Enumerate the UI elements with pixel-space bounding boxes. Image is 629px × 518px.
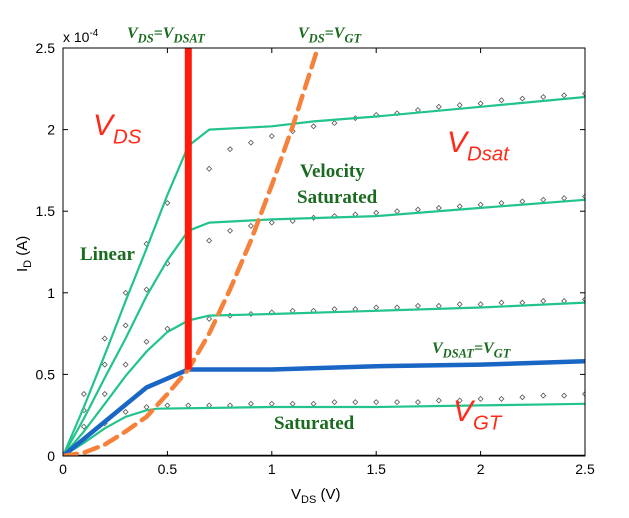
chart-annotations: VDS=VDSAT VDS=VGT VDS VDsat VGT VDSAT=VGT Line… <box>80 25 512 434</box>
measured-data-point <box>582 296 585 303</box>
measured-data-point <box>540 297 547 304</box>
measured-data-point <box>80 423 87 430</box>
measured-data-point <box>206 315 213 322</box>
measured-data-point <box>519 95 526 102</box>
measured-data-point <box>122 289 129 296</box>
measured-data-point <box>456 301 463 308</box>
measured-data-point <box>561 92 568 99</box>
plot-border <box>62 47 586 457</box>
annotation-saturated-2: Saturated <box>274 413 355 434</box>
y-multiplier: x 10-4 <box>63 28 99 45</box>
measured-data-point <box>206 237 213 244</box>
y-tick-label: 1 <box>47 285 55 301</box>
annotation-vds-top: VDS=VDSAT <box>127 25 206 46</box>
annotation-saturated-1: Saturated <box>297 187 378 208</box>
model-curve <box>63 301 585 456</box>
measured-data-point <box>435 397 442 404</box>
measured-data-point <box>101 335 108 342</box>
x-tick-label: 0 <box>59 461 67 477</box>
measured-data-point <box>227 227 234 234</box>
measured-data-point <box>373 399 380 406</box>
y-tick-label: 0 <box>47 448 55 464</box>
y-tick-label: 0.5 <box>36 366 56 382</box>
annotation-velocity: Velocity <box>300 161 365 182</box>
y-tick-label: 1.5 <box>36 203 56 219</box>
measured-data-point <box>101 361 108 368</box>
measured-data-point <box>498 97 505 104</box>
measured-data-point <box>414 399 421 406</box>
vds-equals-vgt-curve <box>63 48 320 456</box>
measured-data-point <box>268 133 275 140</box>
measured-data-point <box>561 392 568 399</box>
measured-data-point <box>122 322 129 329</box>
x-tick-label: 1 <box>268 461 276 477</box>
measured-data-point <box>394 399 401 406</box>
measured-data-point <box>519 394 526 401</box>
measured-data-point <box>540 93 547 100</box>
measured-data-point <box>227 146 234 153</box>
measured-data-point <box>122 408 129 415</box>
model-curve <box>63 198 585 456</box>
axis-tick-labels: 0 0.5 1 1.5 2 2.5 0 0.5 1 1.5 2 2.5 <box>36 40 595 477</box>
plot-frame <box>62 47 586 457</box>
x-tick-label: 0.5 <box>158 461 178 477</box>
plot-area <box>63 48 585 456</box>
measured-data-point <box>268 219 275 226</box>
axis-ticks <box>62 47 586 457</box>
annotation-vdsat-red: VDsat <box>447 126 510 165</box>
measured-data-point <box>498 395 505 402</box>
measured-data-point <box>477 395 484 402</box>
measured-data-point <box>456 102 463 109</box>
measured-data-point <box>582 193 585 200</box>
measured-data-point <box>540 392 547 399</box>
measured-data-point <box>352 399 359 406</box>
measured-data-point <box>435 103 442 110</box>
measured-data-point <box>247 400 254 407</box>
measured-data-point <box>331 399 338 406</box>
x-tick-label: 1.5 <box>366 461 386 477</box>
chart-marks <box>63 48 585 456</box>
measured-data-point <box>80 391 87 397</box>
annotation-vgt-top: VDS=VGT <box>298 25 362 46</box>
measured-data-point <box>582 391 585 397</box>
measured-data-point <box>143 338 150 345</box>
measured-data-point <box>414 302 421 309</box>
measured-data-point <box>331 120 338 127</box>
measured-data-point <box>122 361 129 368</box>
measured-data-point <box>143 286 150 293</box>
x-tick-label: 2 <box>477 461 485 477</box>
x-axis-title: VDS (V) <box>291 486 340 506</box>
y-axis-title: ID (A) <box>14 236 34 272</box>
measured-data-point <box>310 123 317 130</box>
x-tick-label: 2.5 <box>575 461 595 477</box>
annotation-vgt-red: VGT <box>453 395 503 434</box>
y-tick-label: 2.5 <box>36 40 56 56</box>
annotation-vds-red: VDS <box>93 109 142 148</box>
y-tick-label: 2 <box>47 122 55 138</box>
measured-data-point <box>206 165 213 172</box>
measured-data-point <box>498 299 505 306</box>
measured-data-point <box>164 200 171 207</box>
measured-data-point <box>456 397 463 404</box>
measured-data-point <box>247 139 254 146</box>
measured-data-point <box>247 222 254 229</box>
measured-data-point <box>582 90 585 97</box>
annotation-linear: Linear <box>80 244 135 265</box>
vdsat-vgt-curve <box>63 359 585 456</box>
annotation-vdsat-eq-vgt: VDSAT=VGT <box>432 340 512 361</box>
measured-data-point <box>101 391 108 397</box>
